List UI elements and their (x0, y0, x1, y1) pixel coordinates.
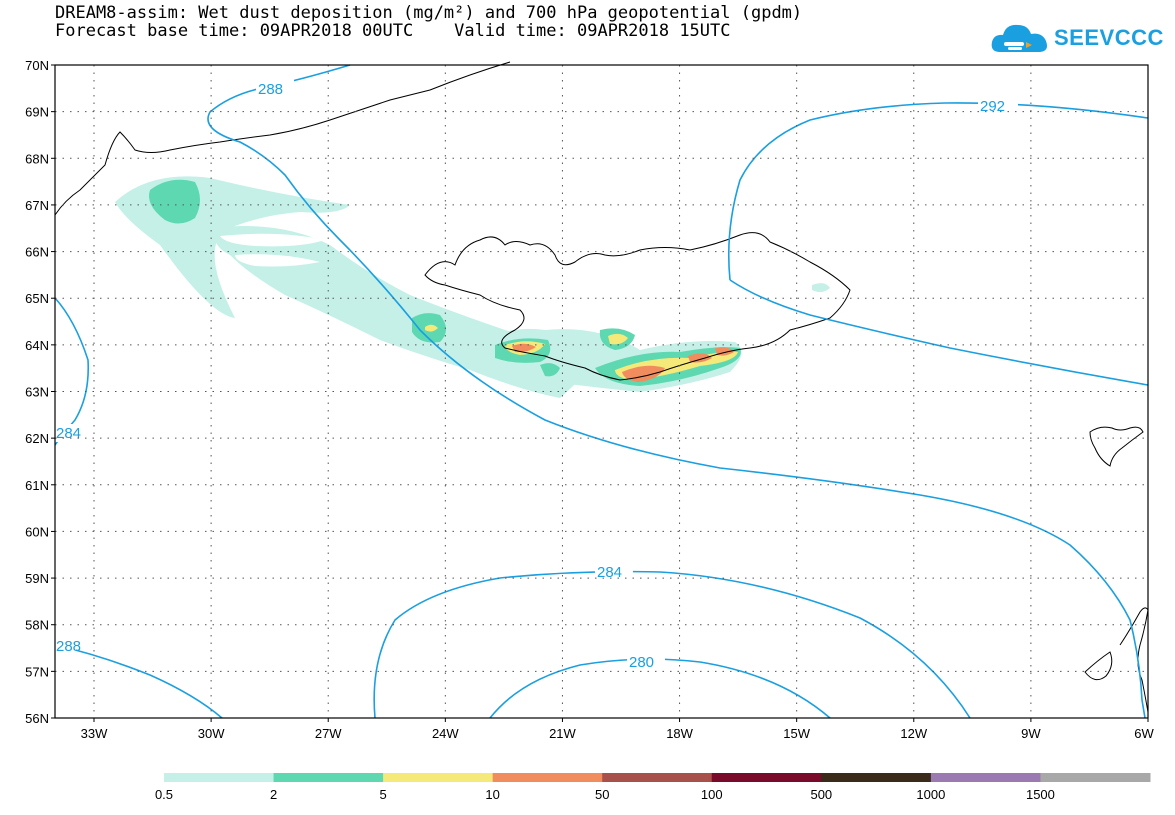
colorbar-label: 1000 (916, 787, 945, 802)
colorbar-swatch (930, 773, 1041, 782)
colorbar-label: 5 (379, 787, 386, 802)
colorbar-label: 1500 (1026, 787, 1055, 802)
contour-284-west (54, 297, 90, 446)
seevccc-logo: SEEVCCC (990, 18, 1164, 58)
scotland-coastline (1119, 607, 1149, 718)
lat-label: 60N (25, 524, 49, 539)
colorbar-label: 2 (270, 787, 277, 802)
lat-label: 59N (25, 571, 49, 586)
colorbar-label: 50 (595, 787, 609, 802)
lat-label: 68N (25, 151, 49, 166)
dust-plume-strip (220, 233, 325, 247)
contour-292-south (729, 279, 1149, 386)
graticule-grid (55, 65, 1148, 718)
contour-292 (727, 102, 1149, 281)
latitude-labels: 70N 69N 68N 67N 66N 65N 64N 63N 62N 61N 60N 59N 58N 5… (25, 58, 55, 726)
colorbar-swatch (273, 773, 384, 782)
colorbar-swatch (164, 773, 275, 782)
map-title: DREAM8-assim: Wet dust deposition (mg/m²… (55, 3, 803, 23)
map-frame (54, 64, 1149, 719)
iceland-coastline (424, 232, 851, 381)
greenland-coastline (54, 61, 511, 216)
lon-label: 27W (315, 726, 342, 741)
lat-label: 66N (25, 245, 49, 260)
colorbar-label: 500 (810, 787, 832, 802)
dust-level10-c (688, 353, 712, 363)
colorbar-label: 10 (485, 787, 499, 802)
colorbar-swatch (821, 773, 932, 782)
dust-level10-a (512, 343, 536, 353)
lon-label: 24W (432, 726, 459, 741)
contour-label-292: 292 (980, 98, 1005, 115)
contour-288-north (207, 64, 1146, 719)
lat-label: 58N (25, 618, 49, 633)
dust-level2-e (540, 363, 560, 377)
lat-label: 69N (25, 105, 49, 120)
longitude-labels: 33W 30W 27W 24W 21W 18W 15W 12W 9W 6W (81, 718, 1154, 741)
contour-label-288-sw: 288 (56, 638, 81, 655)
faroe-coastline (1089, 426, 1144, 467)
dust-plume-strip2 (235, 254, 320, 267)
dust-level5-c (608, 333, 628, 345)
lat-label: 56N (25, 711, 49, 726)
logo-text: SEEVCCC (1054, 25, 1164, 50)
lat-label: 57N (25, 664, 49, 679)
colorbar-swatch (602, 773, 713, 782)
lat-label: 70N (25, 58, 49, 73)
lon-label: 18W (666, 726, 693, 741)
lon-label: 15W (783, 726, 810, 741)
lat-label: 64N (25, 338, 49, 353)
dust-level2-nw (149, 179, 200, 224)
colorbar-swatch (1040, 773, 1151, 782)
colorbar-swatch (492, 773, 603, 782)
lat-label: 61N (25, 478, 49, 493)
lat-label: 67N (25, 198, 49, 213)
colorbar-label: 0.5 (155, 787, 173, 802)
hebrides-coastline (1084, 651, 1113, 681)
colorbar-label: 100 (701, 787, 723, 802)
lat-label: 65N (25, 291, 49, 306)
colorbar: 0.5 2 5 10 50 100 500 1000 1500 (155, 773, 1151, 802)
lon-label: 9W (1021, 726, 1041, 741)
coastline-layer (54, 61, 1149, 718)
geopotential-contours (54, 64, 1149, 719)
colorbar-swatch (711, 773, 822, 782)
dust-level5-a (425, 324, 438, 332)
dust-deposition-layer (115, 176, 830, 398)
map-subtitle: Forecast base time: 09APR2018 00UTC Vali… (55, 21, 731, 41)
contour-284-south (373, 570, 971, 719)
lon-label: 12W (900, 726, 927, 741)
lat-label: 62N (25, 431, 49, 446)
contour-288-sw (54, 644, 223, 719)
contour-label-284-west: 284 (56, 425, 81, 442)
colorbar-swatch (383, 773, 494, 782)
lat-label: 63N (25, 385, 49, 400)
lon-label: 6W (1134, 726, 1154, 741)
contour-label-288: 288 (258, 81, 283, 98)
lon-label: 21W (549, 726, 576, 741)
contour-label-layer: 288 292 284 284 280 288 (54, 79, 1018, 671)
lon-label: 30W (198, 726, 225, 741)
contour-label-280: 280 (629, 654, 654, 671)
lon-label: 33W (81, 726, 108, 741)
cloud-icon (991, 24, 1047, 52)
contour-label-284-south: 284 (597, 564, 622, 581)
dust-east-patch (812, 283, 830, 293)
